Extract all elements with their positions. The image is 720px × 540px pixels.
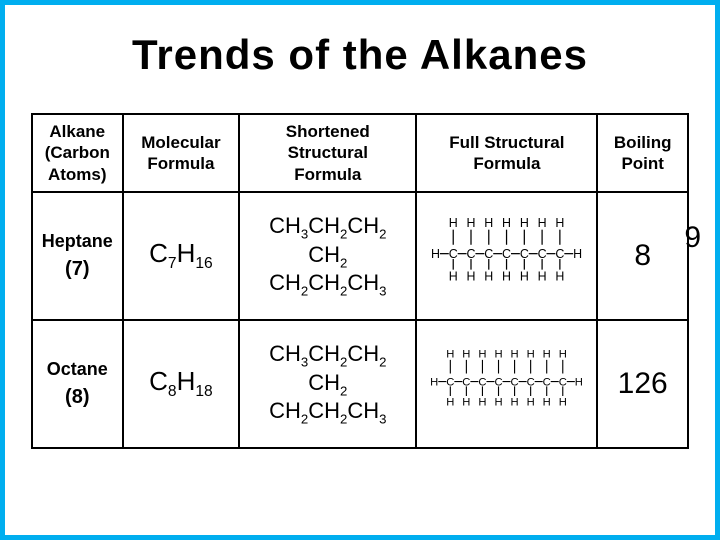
- svg-text:H: H: [431, 377, 439, 389]
- header-alkane: Alkane(CarbonAtoms): [32, 114, 123, 192]
- svg-text:H: H: [449, 269, 458, 283]
- svg-text:H: H: [559, 397, 567, 409]
- full-structural-formula: HHCHHCHHCHHCHHCHHCHHCHHCHH: [423, 343, 590, 425]
- svg-text:H: H: [559, 348, 567, 360]
- svg-text:H: H: [449, 216, 458, 230]
- svg-text:H: H: [556, 269, 565, 283]
- svg-text:H: H: [556, 216, 565, 230]
- boiling-point: 8: [634, 239, 651, 272]
- carbon-count: (8): [39, 383, 116, 411]
- header-boiling: BoilingPoint: [597, 114, 688, 192]
- boiling-point: 126: [618, 367, 668, 400]
- svg-text:H: H: [538, 269, 547, 283]
- molecular-formula-cell: C8H18: [123, 320, 240, 448]
- svg-text:H: H: [463, 348, 471, 360]
- svg-text:H: H: [495, 348, 503, 360]
- page-title: Trends of the Alkanes: [31, 31, 689, 79]
- svg-text:H: H: [495, 397, 503, 409]
- alkane-name: Heptane: [42, 231, 113, 251]
- boiling-point-overflow: 9: [684, 221, 701, 255]
- slide-frame: Trends of the Alkanes Alkane(CarbonAtoms…: [0, 0, 720, 540]
- alkane-name: Octane: [47, 359, 108, 379]
- full-structural-formula: HHCHHCHHCHHCHHCHHCHHCHH: [423, 211, 590, 301]
- shortened-formula-cell: CH3CH2CH2CH2CH2CH2CH3: [239, 320, 416, 448]
- svg-text:H: H: [447, 397, 455, 409]
- svg-text:H: H: [543, 397, 551, 409]
- boiling-point-cell: 8 9: [597, 192, 688, 320]
- svg-text:H: H: [538, 216, 547, 230]
- shortened-formula-cell: CH3CH2CH2CH2CH2CH2CH3: [239, 192, 416, 320]
- header-full: Full StructuralFormula: [416, 114, 597, 192]
- svg-text:H: H: [502, 216, 511, 230]
- svg-text:H: H: [543, 348, 551, 360]
- table-row: Octane (8) C8H18 CH3CH2CH2CH2CH2CH2CH3 H…: [32, 320, 688, 448]
- header-molecular: MolecularFormula: [123, 114, 240, 192]
- full-structural-cell: HHCHHCHHCHHCHHCHHCHHCHHCHH: [416, 320, 597, 448]
- molecular-formula: C8H18: [149, 366, 213, 396]
- svg-text:H: H: [520, 216, 529, 230]
- shortened-formula: CH3CH2CH2CH2CH2CH2CH3: [246, 213, 409, 299]
- header-shortened: ShortenedStructuralFormula: [239, 114, 416, 192]
- svg-text:H: H: [575, 377, 583, 389]
- svg-text:H: H: [431, 247, 440, 261]
- carbon-count: (7): [39, 255, 116, 283]
- table-header-row: Alkane(CarbonAtoms) MolecularFormula Sho…: [32, 114, 688, 192]
- alkane-name-cell: Heptane (7): [32, 192, 123, 320]
- shortened-formula: CH3CH2CH2CH2CH2CH2CH3: [246, 341, 409, 427]
- svg-text:H: H: [520, 269, 529, 283]
- svg-text:H: H: [511, 397, 519, 409]
- svg-text:H: H: [511, 348, 519, 360]
- alkane-name-cell: Octane (8): [32, 320, 123, 448]
- svg-text:H: H: [479, 397, 487, 409]
- svg-text:H: H: [527, 348, 535, 360]
- full-structural-cell: HHCHHCHHCHHCHHCHHCHHCHH: [416, 192, 597, 320]
- svg-text:H: H: [467, 216, 476, 230]
- molecular-formula-cell: C7H16: [123, 192, 240, 320]
- svg-text:H: H: [485, 269, 494, 283]
- svg-text:H: H: [485, 216, 494, 230]
- svg-text:H: H: [447, 348, 455, 360]
- table-row: Heptane (7) C7H16 CH3CH2CH2CH2CH2CH2CH3 …: [32, 192, 688, 320]
- svg-text:H: H: [527, 397, 535, 409]
- svg-text:H: H: [479, 348, 487, 360]
- molecular-formula: C7H16: [149, 238, 213, 268]
- svg-text:H: H: [467, 269, 476, 283]
- boiling-point-cell: 126: [597, 320, 688, 448]
- alkanes-table: Alkane(CarbonAtoms) MolecularFormula Sho…: [31, 113, 689, 449]
- svg-text:H: H: [502, 269, 511, 283]
- svg-text:H: H: [573, 247, 582, 261]
- svg-text:H: H: [463, 397, 471, 409]
